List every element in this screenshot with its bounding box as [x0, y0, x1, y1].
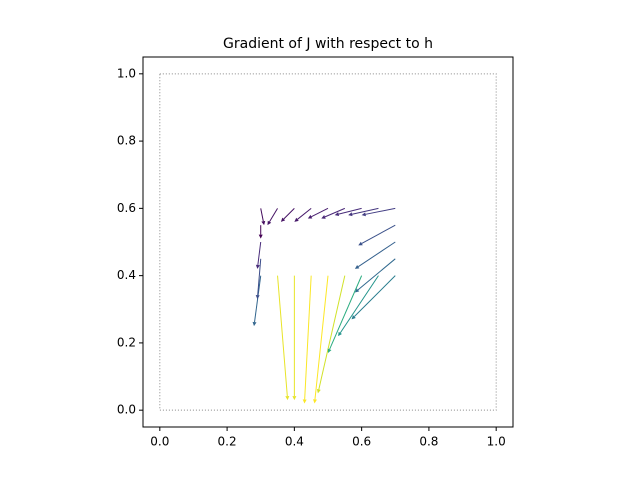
- arrow-head: [358, 241, 363, 246]
- arrow: [255, 241, 262, 269]
- arrow: [354, 258, 396, 293]
- arrow-shaft: [338, 207, 362, 215]
- arrow: [312, 275, 329, 404]
- arrow: [348, 207, 379, 217]
- arrow: [307, 207, 329, 219]
- arrow-head: [316, 389, 321, 394]
- arrow-shaft: [260, 208, 264, 222]
- arrow-shaft: [354, 275, 396, 317]
- arrow: [358, 224, 396, 246]
- arrow-head: [302, 399, 307, 404]
- arrow: [255, 258, 262, 300]
- arrow-shaft: [257, 241, 262, 266]
- arrow-head: [267, 220, 272, 226]
- arrow-shaft: [304, 275, 312, 400]
- arrow-shaft: [297, 207, 312, 220]
- chart-title: Gradient of J with respect to h: [223, 36, 433, 52]
- arrow-head: [338, 331, 342, 337]
- arrow-head: [280, 217, 286, 222]
- arrow: [351, 275, 396, 320]
- axes-frame: [142, 56, 514, 428]
- x-tick-label: 0.6: [352, 435, 371, 449]
- arrow: [354, 241, 396, 269]
- arrow-head: [258, 234, 263, 239]
- arrow: [361, 207, 396, 217]
- arrow-shaft: [314, 275, 329, 400]
- arrow-head: [252, 321, 257, 327]
- arrow: [338, 275, 379, 337]
- arrow-shaft: [269, 208, 278, 223]
- arrow: [302, 275, 312, 404]
- arrow-head: [351, 315, 356, 320]
- arrow-head: [334, 212, 340, 217]
- arrow: [280, 208, 295, 222]
- arrow-head: [285, 395, 290, 401]
- arrow-head: [307, 214, 313, 219]
- arrow-shaft: [318, 275, 346, 390]
- arrow: [327, 275, 363, 353]
- x-tick-label: 0.0: [150, 435, 169, 449]
- arrow: [316, 275, 346, 394]
- arrow-head: [361, 212, 366, 217]
- arrow-shaft: [254, 275, 262, 323]
- arrow-shaft: [357, 258, 396, 291]
- arrow-head: [348, 212, 353, 217]
- arrow-shaft: [351, 207, 379, 215]
- arrow-shaft: [361, 224, 396, 244]
- arrow-shaft: [339, 275, 379, 334]
- y-tick-label: 0.8: [117, 134, 136, 148]
- arrow-head: [312, 399, 317, 404]
- x-tick-label: 0.4: [285, 435, 304, 449]
- arrow-shaft: [365, 207, 396, 215]
- arrow: [292, 275, 297, 401]
- arrow: [294, 207, 312, 222]
- arrow-head: [321, 215, 326, 219]
- arrow-shaft: [257, 258, 262, 296]
- arrow: [260, 208, 266, 226]
- arrow: [258, 225, 263, 239]
- arrow: [267, 208, 278, 226]
- arrow-head: [255, 295, 260, 300]
- arrow-head: [354, 265, 360, 269]
- x-tick-label: 1.0: [487, 435, 506, 449]
- arrow-shaft: [324, 207, 346, 218]
- y-tick-label: 1.0: [117, 66, 136, 80]
- arrow-shaft: [311, 207, 329, 218]
- x-tick-label: 0.8: [419, 435, 438, 449]
- arrow-shaft: [277, 275, 288, 397]
- arrow: [321, 207, 346, 219]
- arrow-head: [292, 396, 297, 401]
- arrow-shaft: [357, 241, 396, 268]
- arrow-head: [354, 288, 360, 293]
- arrow-head: [294, 217, 299, 222]
- arrow-shaft: [283, 208, 295, 220]
- y-tick-label: 0.6: [117, 201, 136, 215]
- arrow: [252, 275, 262, 327]
- arrow: [277, 275, 290, 401]
- y-tick-label: 0.4: [117, 268, 136, 282]
- x-tick-label: 0.2: [218, 435, 237, 449]
- y-tick-label: 0.2: [117, 335, 136, 349]
- arrow-head: [327, 348, 332, 353]
- arrow-shaft: [329, 275, 363, 350]
- arrow-head: [255, 264, 260, 269]
- boundary: [159, 73, 497, 411]
- y-tick-label: 0.0: [117, 403, 136, 417]
- arrow-head: [261, 220, 266, 226]
- arrow: [334, 207, 362, 217]
